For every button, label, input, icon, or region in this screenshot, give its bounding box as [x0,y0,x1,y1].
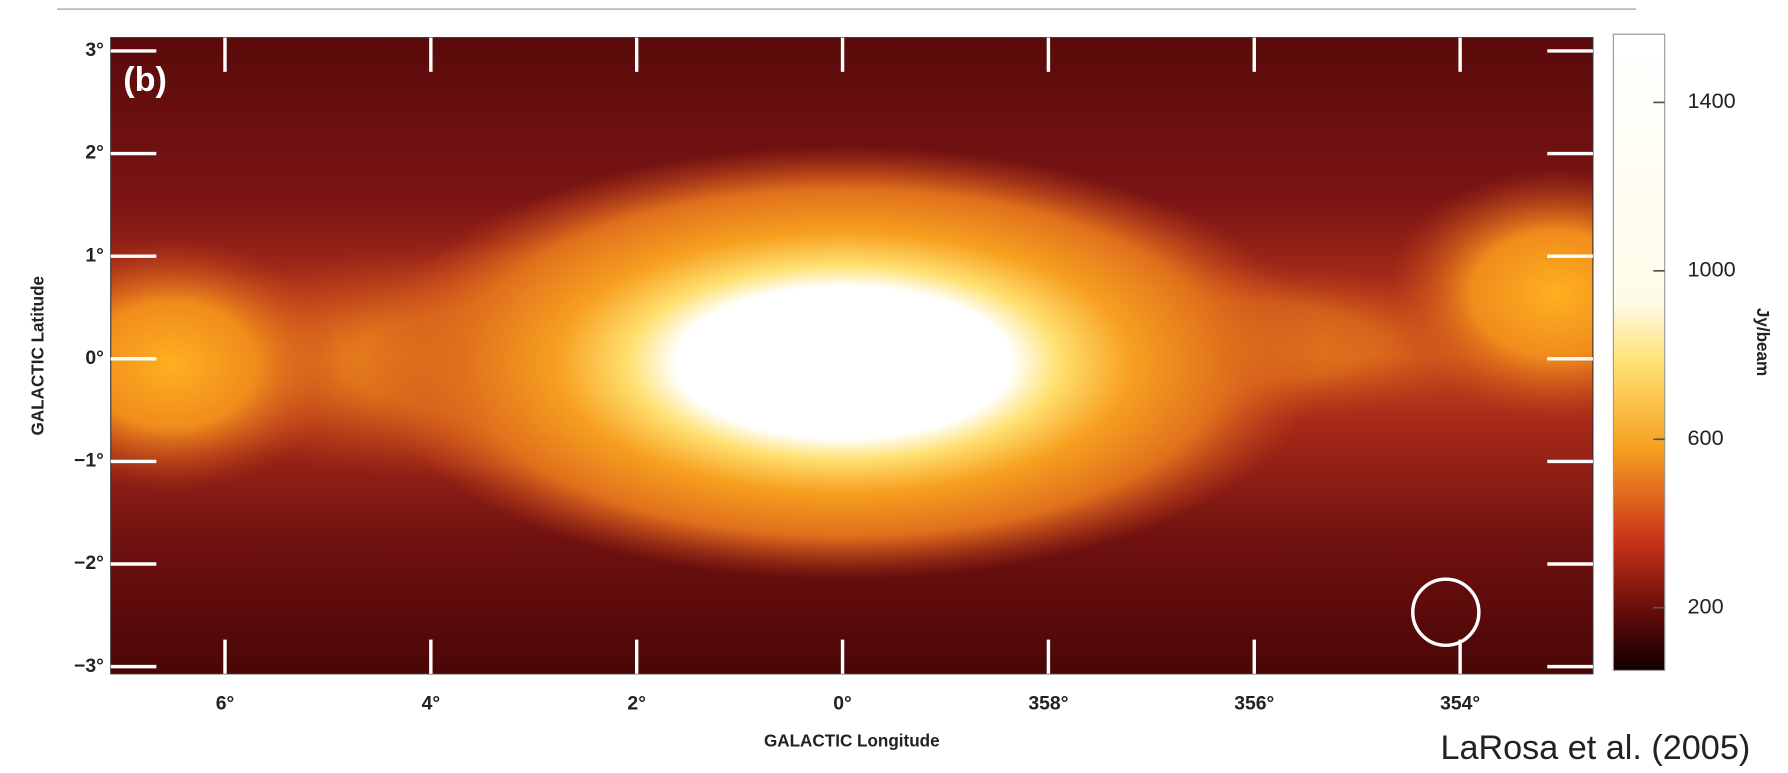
y-tick-label: 1° [85,244,104,266]
credit: LaRosa et al. (2005) [1440,729,1750,767]
colorbar-tick-label: 1000 [1688,257,1736,282]
y-tick-label: −1° [74,450,104,472]
x-tick-label: 358° [1028,693,1068,715]
chart: (b) GALACTIC Longitude GALACTIC Latitude… [0,0,1788,773]
colorbar [1613,34,1664,670]
x-tick-label: 356° [1234,693,1274,715]
colorbar-tick-label: 600 [1688,425,1724,450]
y-tick-label: −3° [74,655,104,677]
y-tick-label: 2° [85,142,104,164]
y-axis-label: GALACTIC Latitude [28,276,47,436]
panel-label: (b) [123,61,167,99]
page: {"chart_data": {"type": "map", "panel_la… [0,0,1788,773]
y-tick-label: 3° [85,39,104,61]
x-tick-label: 6° [216,693,235,715]
colorbar-label: Jy/beam [1753,308,1772,376]
x-tick-label: 4° [422,693,441,715]
x-axis-label: GALACTIC Longitude [764,732,940,751]
x-tick-label: 0° [833,693,852,715]
y-tick-label: −2° [74,552,104,574]
x-tick-label: 2° [627,693,646,715]
colorbar-tick-label: 200 [1688,593,1724,618]
y-tick-label: 0° [85,347,104,369]
radio-map [0,38,1727,674]
colorbar-tick-label: 1400 [1688,88,1736,113]
x-tick-label: 354° [1440,693,1480,715]
